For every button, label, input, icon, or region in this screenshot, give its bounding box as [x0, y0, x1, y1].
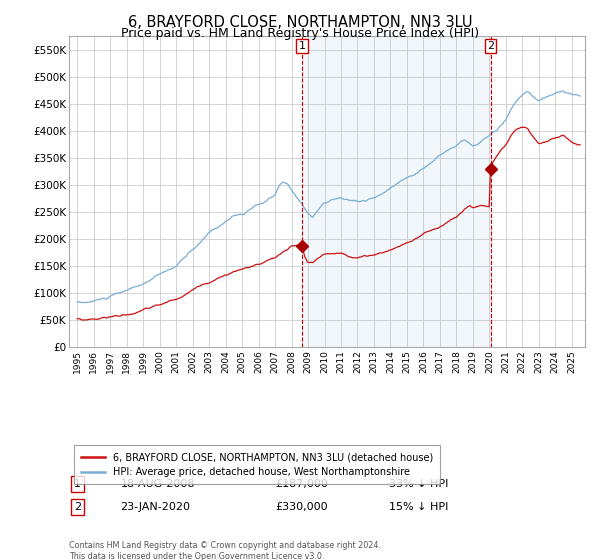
Text: 33% ↓ HPI: 33% ↓ HPI: [389, 479, 448, 489]
Text: £187,000: £187,000: [275, 479, 328, 489]
Text: 1: 1: [298, 41, 305, 51]
Text: £330,000: £330,000: [275, 502, 328, 512]
Text: 15% ↓ HPI: 15% ↓ HPI: [389, 502, 448, 512]
Bar: [302, 36, 491, 347]
Text: 1: 1: [74, 479, 81, 489]
Text: 2: 2: [487, 41, 494, 51]
Text: Price paid vs. HM Land Registry's House Price Index (HPI): Price paid vs. HM Land Registry's House …: [121, 27, 479, 40]
Text: Contains HM Land Registry data © Crown copyright and database right 2024.
This d: Contains HM Land Registry data © Crown c…: [69, 542, 381, 560]
Legend: 6, BRAYFORD CLOSE, NORTHAMPTON, NN3 3LU (detached house), HPI: Average price, de: 6, BRAYFORD CLOSE, NORTHAMPTON, NN3 3LU …: [74, 445, 440, 484]
Text: 18-AUG-2008: 18-AUG-2008: [121, 479, 195, 489]
Text: 23-JAN-2020: 23-JAN-2020: [121, 502, 191, 512]
Text: 2: 2: [74, 502, 81, 512]
Text: 6, BRAYFORD CLOSE, NORTHAMPTON, NN3 3LU: 6, BRAYFORD CLOSE, NORTHAMPTON, NN3 3LU: [128, 15, 472, 30]
